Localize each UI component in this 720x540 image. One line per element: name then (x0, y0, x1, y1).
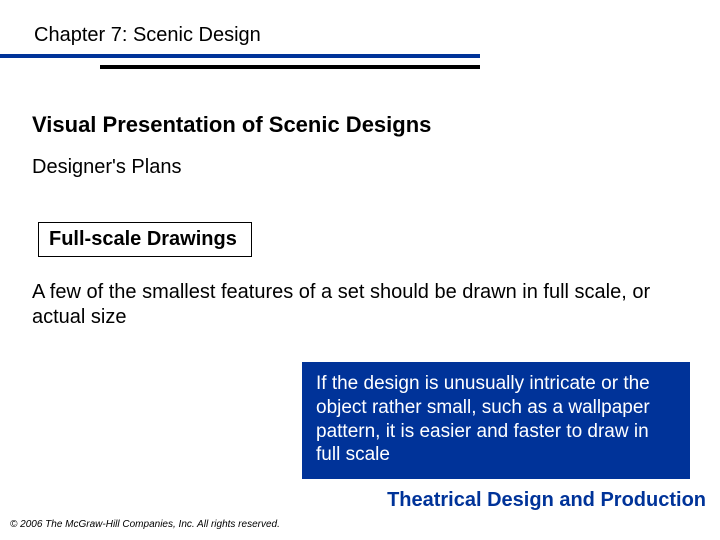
body-paragraph: A few of the smallest features of a set … (32, 280, 672, 330)
topic-box-label: Full-scale Drawings (38, 222, 252, 257)
chapter-title: Chapter 7: Scenic Design (34, 24, 261, 47)
horizontal-rule-black (100, 65, 480, 69)
copyright-text: © 2006 The McGraw-Hill Companies, Inc. A… (10, 519, 280, 530)
footer-brand: Theatrical Design and Production (387, 489, 706, 512)
callout-box: If the design is unusually intricate or … (302, 362, 690, 479)
horizontal-rule-blue (0, 54, 480, 58)
section-subtitle: Designer's Plans (32, 156, 181, 179)
section-heading: Visual Presentation of Scenic Designs (32, 112, 431, 138)
